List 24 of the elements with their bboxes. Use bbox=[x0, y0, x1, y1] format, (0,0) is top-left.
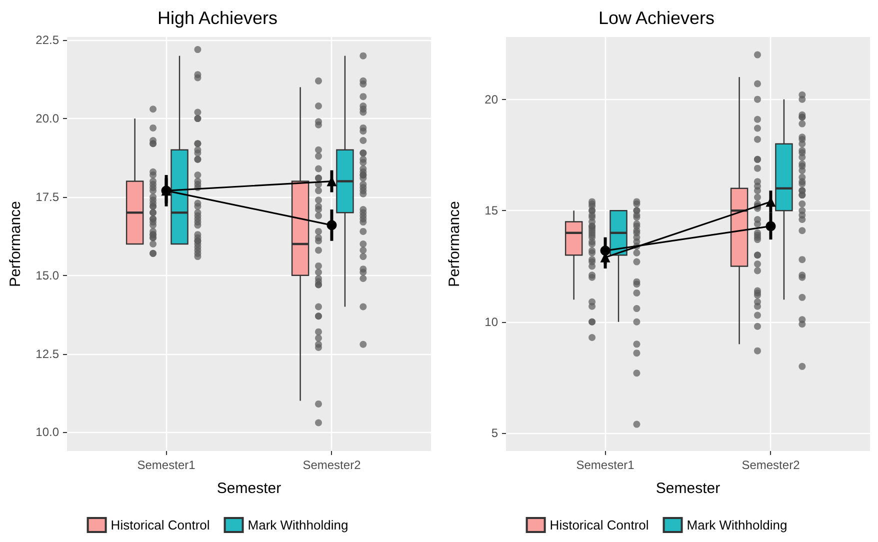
chart-title: Low Achievers bbox=[598, 8, 715, 28]
x-tick-label: Semester1 bbox=[137, 458, 196, 472]
y-tick-label: 17.5 bbox=[36, 190, 60, 204]
x-tick-label: Semester2 bbox=[302, 458, 362, 472]
y-tick-label: 22.5 bbox=[36, 33, 60, 48]
legend-label: Mark Withholding bbox=[248, 518, 348, 532]
x-axis-title: Semester bbox=[656, 480, 720, 497]
y-tick-label: 5 bbox=[491, 426, 498, 440]
y-axis-title: Performance bbox=[7, 201, 24, 287]
x-tick-label: Semester1 bbox=[576, 458, 635, 472]
x-axis-title: Semester bbox=[216, 480, 282, 497]
x-tick-label: Semester2 bbox=[742, 458, 800, 472]
y-tick-label: 15 bbox=[484, 204, 498, 218]
y-tick-label: 20.0 bbox=[36, 112, 60, 126]
legend-label: Historical Control bbox=[550, 518, 649, 532]
y-tick-label: 20 bbox=[484, 92, 498, 106]
y-axis-title: Performance bbox=[446, 201, 463, 287]
y-tick-label: 10 bbox=[484, 314, 498, 329]
chart-title: High Achievers bbox=[157, 8, 278, 28]
y-tick-label: 10.0 bbox=[36, 425, 60, 440]
legend-label: Mark Withholding bbox=[686, 518, 788, 532]
legend-label: Historical Control bbox=[110, 518, 210, 532]
y-tick-label: 12.5 bbox=[36, 346, 60, 361]
y-tick-label: 15.0 bbox=[36, 268, 60, 282]
